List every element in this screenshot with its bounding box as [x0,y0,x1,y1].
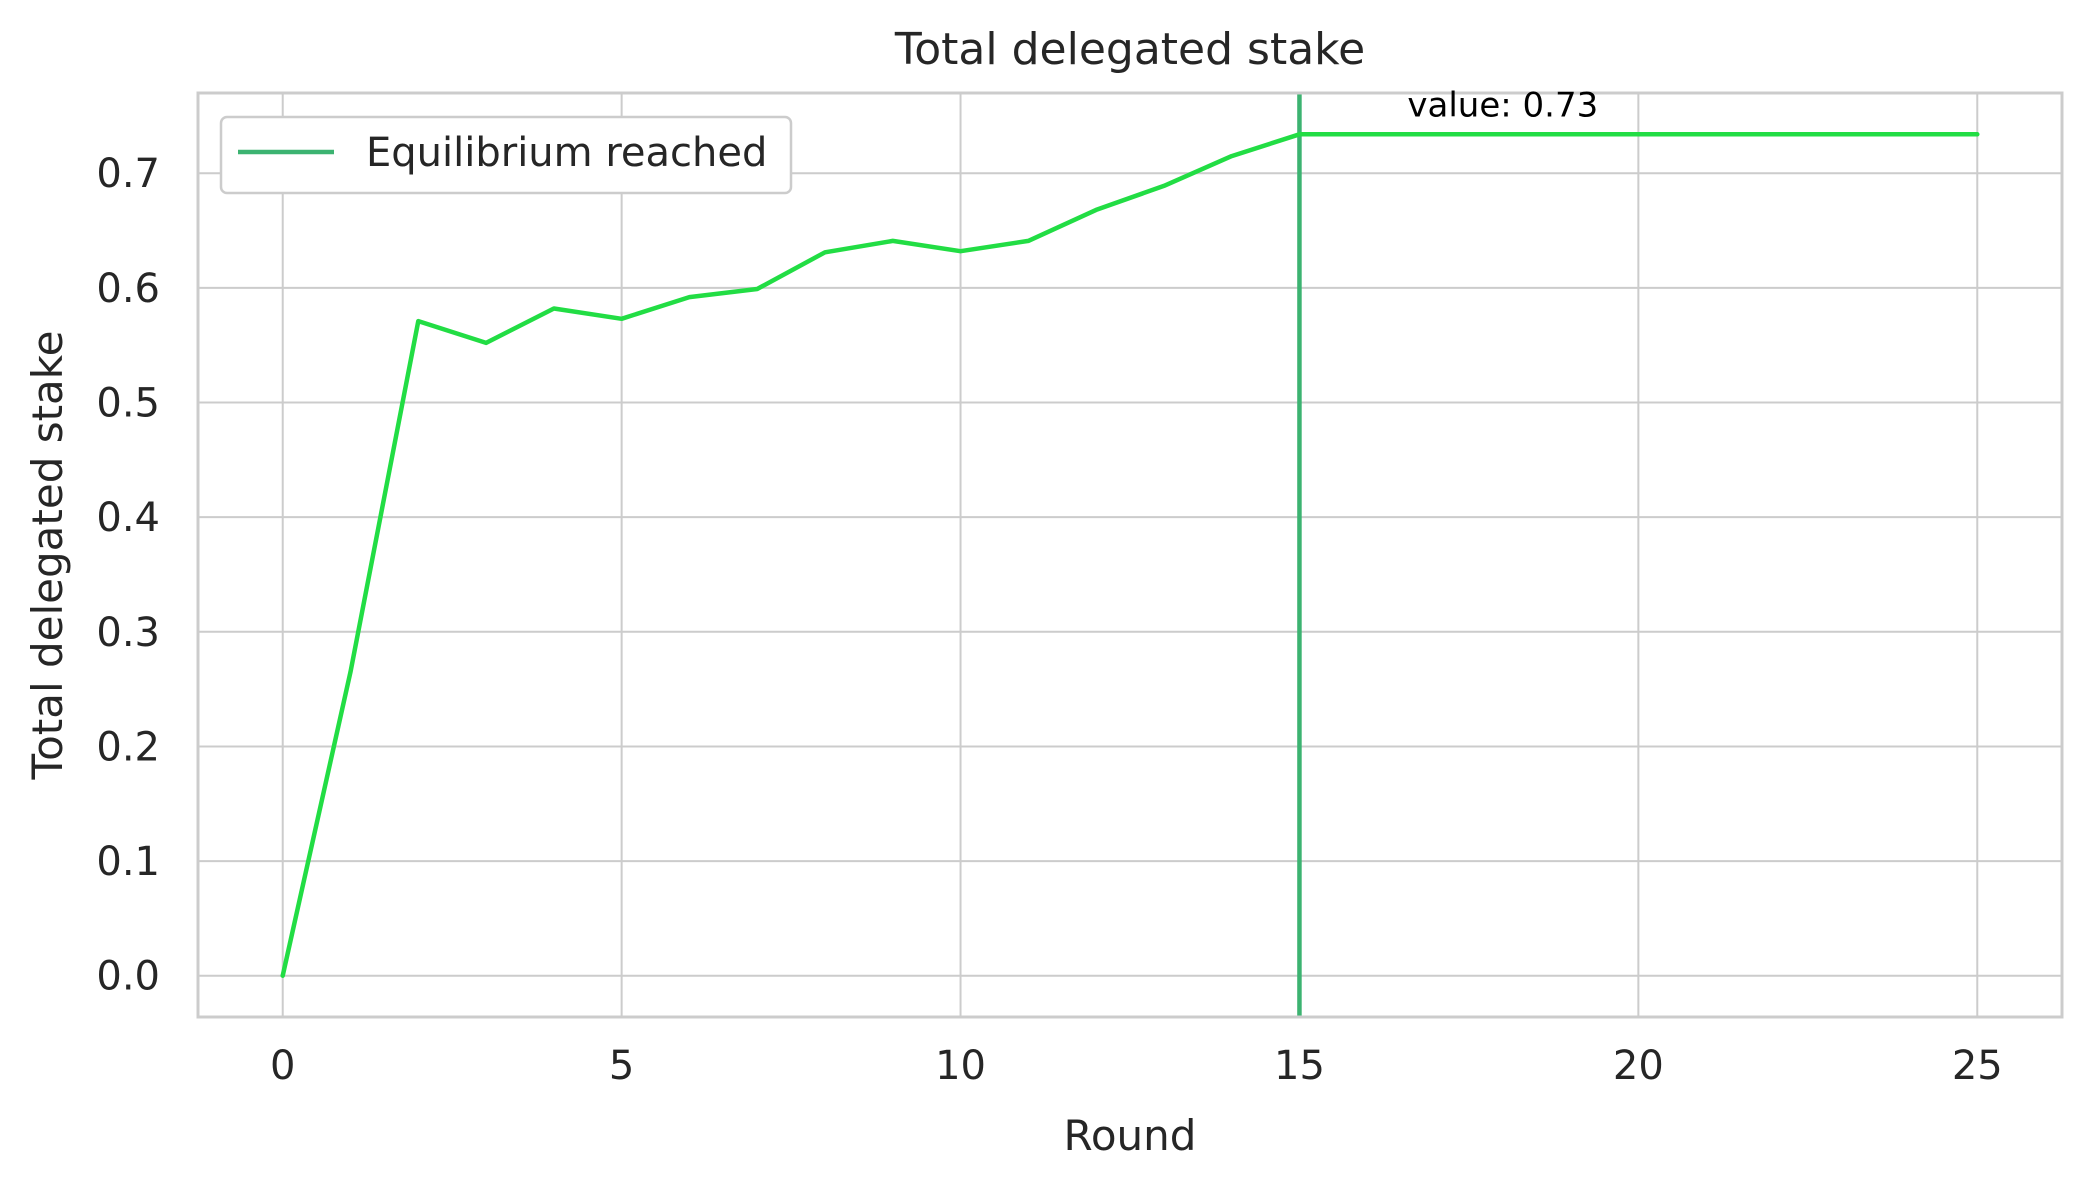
x-tick-label: 20 [1613,1043,1664,1089]
legend-label: Equilibrium reached [366,130,767,176]
x-tick-label: 15 [1274,1043,1325,1089]
y-tick-label: 0.0 [96,954,160,1000]
y-tick-label: 0.5 [96,381,160,427]
y-tick-label: 0.1 [96,839,160,885]
x-tick-label: 5 [609,1043,634,1089]
chart-title: Total delegated stake [894,24,1365,75]
x-tick-label: 25 [1952,1043,2003,1089]
y-axis-label: Total delegated stake [23,331,72,781]
x-tick-label: 0 [270,1043,295,1089]
x-axis-label: Round [1064,1111,1197,1160]
x-tick-label: 10 [935,1043,986,1089]
y-tick-label: 0.6 [96,266,160,312]
value-annotation: value: 0.73 [1407,85,1598,125]
y-tick-label: 0.2 [96,724,160,770]
y-tick-label: 0.4 [96,495,160,541]
y-tick-label: 0.3 [96,610,160,656]
legend: Equilibrium reached [221,117,791,193]
y-tick-label: 0.7 [96,151,160,197]
